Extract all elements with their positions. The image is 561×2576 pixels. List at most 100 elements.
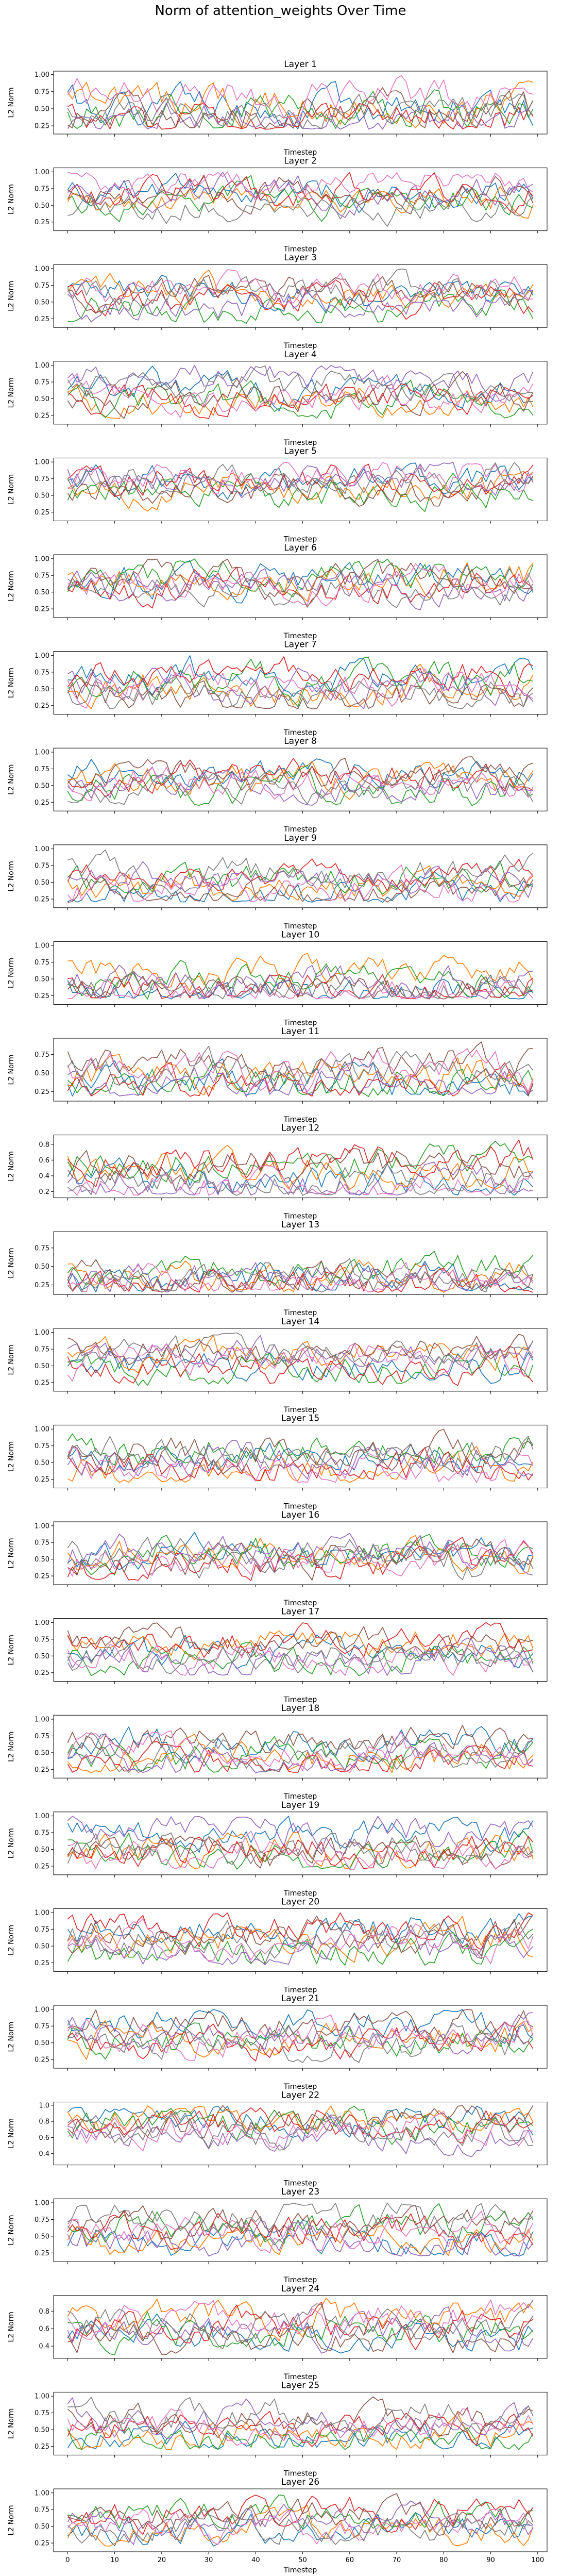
subplot-title: Layer 18: [281, 1703, 319, 1714]
axes-frame: [53, 2295, 548, 2359]
y-tick-label: 0.75: [35, 2023, 49, 2031]
series-line-6: [67, 680, 534, 709]
axes-frame: [53, 1328, 548, 1392]
y-tick-label: 0.50: [35, 2427, 49, 2434]
x-axis-label: Timestep: [283, 342, 317, 350]
series-line-4: [67, 1062, 534, 1097]
x-axis-label: Timestep: [283, 1212, 317, 1221]
subplot-title: Layer 25: [281, 2380, 319, 2390]
subplot-title: Layer 20: [281, 1897, 319, 1907]
series-line-7: [67, 2014, 534, 2062]
x-tick-label: 10: [110, 2556, 119, 2564]
series-line-2: [67, 1916, 533, 1963]
series-line-6: [67, 1334, 534, 1368]
series-line-7: [67, 2111, 533, 2152]
series-line-8: [67, 573, 534, 608]
subplot-layer-24: Layer 24 L2 Norm Timestep 0.4 0.6 0.8: [7, 2284, 548, 2381]
subplot-title: Layer 22: [281, 2090, 319, 2101]
y-axis-label: L2 Norm: [7, 2408, 15, 2439]
series-line-8: [67, 2202, 534, 2239]
x-axis-label: Timestep: [283, 2083, 317, 2091]
y-tick-label: 1.00: [35, 1813, 49, 1820]
subplot-layer-12: Layer 12 L2 Norm Timestep 0.2 0.4 0.6 0.8: [7, 1123, 548, 1221]
x-axis-label: Timestep: [283, 1696, 317, 1704]
series-line-3: [67, 1141, 533, 1183]
subplot-layer-10: Layer 10 L2 Norm Timestep 0.25 0.50 0.75 1.00: [7, 929, 548, 1027]
axes-frame: [53, 1231, 548, 1295]
y-axis-label: L2 Norm: [7, 474, 15, 505]
series-line-5: [67, 1335, 534, 1370]
subplot-title: Layer 12: [281, 1123, 319, 1134]
subplot-layer-22: Layer 22 L2 Norm Timestep 0.4 0.6 0.8 1.0: [7, 2090, 548, 2188]
subplot-layer-2: Layer 2 L2 Norm Timestep 0.25 0.50 0.75 1.00: [7, 156, 548, 254]
series-line-3: [67, 175, 533, 223]
series-line-3: [67, 657, 533, 707]
subplot-layer-3: Layer 3 L2 Norm Timestep 0.25 0.50 0.75 1.00: [7, 253, 548, 350]
series-line-7: [67, 865, 534, 903]
axes-frame: [53, 1424, 548, 1488]
series-line-8: [67, 462, 534, 496]
y-tick-label: 0.25: [35, 702, 49, 710]
x-tick-label: 30: [205, 2556, 213, 2564]
y-tick-label: 0.2: [39, 1188, 49, 1196]
y-tick-label: 0.25: [35, 799, 49, 807]
axes-frame: [53, 1715, 548, 1779]
series-line-8: [67, 365, 533, 402]
series-line-7: [67, 1343, 534, 1382]
subplot-layer-4: Layer 4 L2 Norm Timestep 0.25 0.50 0.75 1.00: [7, 350, 548, 447]
axes-frame: [53, 1135, 548, 1199]
axes-frame: [53, 264, 548, 328]
series-line-8: [67, 2023, 534, 2063]
y-tick-label: 0.6: [39, 1157, 49, 1165]
y-tick-label: 1.00: [35, 1522, 49, 1530]
series-line-7: [67, 75, 533, 122]
series-line-7: [67, 373, 534, 419]
series-line-1: [67, 81, 534, 129]
y-tick-label: 0.50: [35, 2039, 49, 2047]
x-axis-label: Timestep: [283, 2276, 317, 2284]
axes-frame: [53, 71, 548, 135]
x-tick-label: 20: [158, 2556, 166, 2564]
series-line-7: [67, 171, 534, 202]
y-tick-label: 0.25: [35, 1669, 49, 1677]
y-axis-label: L2 Norm: [7, 87, 15, 118]
y-tick-label: 0.50: [35, 1943, 49, 1951]
series-line-1: [67, 2512, 533, 2547]
y-tick-label: 0.25: [35, 1766, 49, 1774]
y-tick-label: 0.50: [35, 105, 49, 113]
series-line-2: [67, 761, 534, 800]
series-line-7: [67, 766, 534, 801]
subplot-title: Layer 23: [281, 2187, 319, 2197]
series-line-4: [67, 1622, 533, 1658]
x-tick-label: 90: [486, 2556, 495, 2564]
y-tick-label: 0.6: [39, 2134, 49, 2142]
y-tick-label: 0.25: [35, 2250, 49, 2257]
y-tick-label: 0.75: [35, 1346, 49, 1354]
series-line-7: [67, 269, 533, 307]
y-tick-label: 0.75: [35, 1636, 49, 1643]
subplot-layer-21: Layer 21 L2 Norm Timestep 0.25 0.50 0.75 1.00: [7, 1993, 548, 2091]
series-line-8: [67, 2300, 534, 2350]
x-axis-label: Timestep: [283, 2566, 317, 2574]
y-tick-label: 0.25: [35, 992, 49, 1000]
subplot-layer-5: Layer 5 L2 Norm Timestep 0.25 0.50 0.75 1.00: [7, 446, 548, 543]
series-line-6: [67, 87, 534, 129]
y-tick-label: 1.00: [35, 845, 49, 853]
series-line-3: [67, 1433, 534, 1466]
axes-frame: [53, 1811, 548, 1875]
series-line-6: [67, 756, 533, 791]
y-tick-label: 0.50: [35, 298, 49, 306]
y-tick-label: 0.25: [35, 1282, 49, 1289]
series-line-5: [67, 1161, 533, 1196]
x-axis-label: Timestep: [283, 245, 317, 254]
y-axis-label: L2 Norm: [7, 2118, 15, 2149]
series-line-6: [67, 275, 534, 314]
y-tick-label: 0.75: [35, 1539, 49, 1547]
subplot-layer-1: Layer 1 L2 Norm Timestep 0.25 0.50 0.75 1.00: [7, 59, 548, 157]
series-line-2: [67, 1734, 534, 1773]
y-axis-label: L2 Norm: [7, 571, 15, 601]
y-tick-label: 1.0: [39, 2102, 49, 2109]
axes-frame: [53, 651, 548, 715]
subplot-title: Layer 3: [284, 253, 317, 263]
series-line-1: [67, 1633, 534, 1669]
